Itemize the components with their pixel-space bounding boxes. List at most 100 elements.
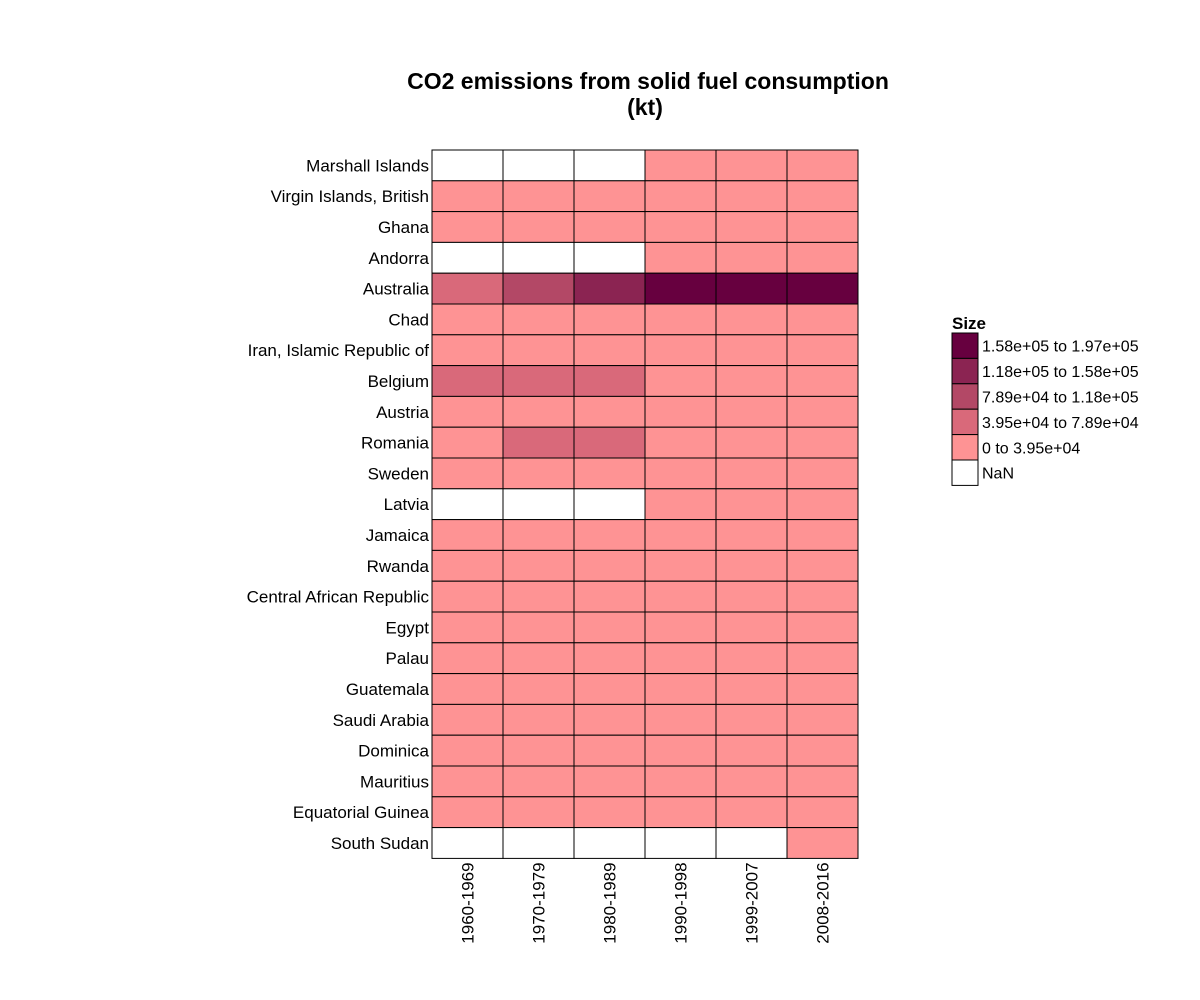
heatmap-cell	[573, 426, 646, 459]
heatmap-cell	[573, 519, 646, 551]
heatmap-cell	[786, 642, 859, 675]
heatmap-cell	[502, 673, 575, 705]
heatmap-cell	[786, 827, 859, 859]
heatmap-cell	[431, 334, 504, 367]
column-label: 1980-1989	[601, 862, 620, 943]
heatmap-cell	[786, 734, 859, 767]
heatmap-cell	[573, 334, 646, 367]
heatmap-cell	[573, 642, 646, 675]
row-label: Rwanda	[367, 557, 430, 576]
legend-label: 1.18e+05 to 1.58e+05	[982, 364, 1139, 381]
heatmap-cell	[431, 765, 504, 798]
heatmap-cell	[431, 180, 504, 213]
heatmap-cell	[573, 765, 646, 798]
heatmap-cell	[573, 827, 646, 859]
legend-swatch	[951, 383, 979, 410]
heatmap-cell	[502, 365, 575, 397]
heatmap-cell	[715, 796, 788, 829]
heatmap-cell	[715, 180, 788, 213]
row-label: Ghana	[378, 218, 430, 237]
column-label: 1970-1979	[530, 862, 549, 943]
heatmap-cell	[644, 303, 717, 336]
heatmap-cell	[715, 457, 788, 490]
row-label: Andorra	[369, 249, 430, 268]
heatmap-cell	[715, 580, 788, 613]
heatmap-cell	[644, 241, 717, 274]
heatmap-cell	[502, 765, 575, 798]
heatmap-cell	[502, 426, 575, 459]
heatmap-cell	[431, 241, 504, 274]
heatmap-cell	[644, 426, 717, 459]
heatmap-cell	[644, 149, 717, 182]
heatmap-cell	[715, 395, 788, 428]
heatmap-cell	[715, 519, 788, 551]
row-label: Romania	[361, 434, 430, 453]
column-label: 1990-1998	[672, 862, 691, 943]
heatmap-cell	[502, 272, 575, 305]
row-label: Egypt	[386, 618, 430, 637]
heatmap-cell	[502, 180, 575, 213]
heatmap-cell	[573, 272, 646, 305]
row-label: Dominica	[358, 742, 429, 761]
legend-label: 1.58e+05 to 1.97e+05	[982, 339, 1139, 356]
heatmap-cell	[715, 303, 788, 336]
heatmap-cell	[573, 488, 646, 521]
heatmap-cell	[502, 303, 575, 336]
heatmap-cell	[786, 303, 859, 336]
row-label: Iran, Islamic Republic of	[248, 341, 430, 360]
heatmap-cell	[786, 395, 859, 428]
heatmap-cell	[786, 580, 859, 613]
heatmap-cell	[502, 734, 575, 767]
legend-swatch	[951, 408, 979, 436]
column-label: 1960-1969	[459, 862, 478, 943]
heatmap-cell	[715, 334, 788, 367]
legend-swatch	[951, 434, 979, 461]
heatmap-cell	[431, 211, 504, 243]
heatmap-cell	[715, 827, 788, 859]
heatmap-cell	[715, 611, 788, 644]
legend: Size 1.58e+05 to 1.97e+05 1.18e+05 to 1.5…	[951, 314, 1139, 486]
heatmap-cell	[715, 488, 788, 521]
heatmap-cell	[786, 549, 859, 582]
heatmap-cell	[644, 519, 717, 551]
legend-swatch	[951, 459, 979, 486]
heatmap-cells	[431, 149, 859, 859]
heatmap-cell	[502, 334, 575, 367]
heatmap-cell	[431, 488, 504, 521]
column-label: 1999-2007	[743, 862, 762, 943]
heatmap-cell	[431, 703, 504, 736]
heatmap-cell	[431, 303, 504, 336]
heatmap-cell	[786, 519, 859, 551]
heatmap-cell	[786, 241, 859, 274]
heatmap-cell	[786, 796, 859, 829]
heatmap-cell	[644, 796, 717, 829]
heatmap-cell	[573, 303, 646, 336]
row-label: Australia	[363, 280, 430, 299]
heatmap-cell	[573, 365, 646, 397]
heatmap-cell	[573, 149, 646, 182]
heatmap-cell	[431, 827, 504, 859]
heatmap-cell	[573, 611, 646, 644]
heatmap-cell	[786, 334, 859, 367]
row-label: Mauritius	[360, 772, 429, 791]
heatmap-cell	[786, 211, 859, 243]
heatmap-cell	[644, 703, 717, 736]
heatmap-cell	[644, 549, 717, 582]
heatmap-cell	[644, 765, 717, 798]
legend-label: 0 to 3.95e+04	[982, 440, 1080, 457]
heatmap-cell	[786, 365, 859, 397]
heatmap-cell	[431, 365, 504, 397]
heatmap-cell	[715, 241, 788, 274]
heatmap-cell	[431, 580, 504, 613]
column-label: 2008-2016	[814, 862, 833, 943]
heatmap-cell	[431, 642, 504, 675]
heatmap-cell	[431, 734, 504, 767]
heatmap-cell	[715, 734, 788, 767]
heatmap-cell	[573, 703, 646, 736]
legend-title: Size	[952, 314, 986, 333]
heatmap-cell	[502, 796, 575, 829]
heatmap-cell	[502, 642, 575, 675]
heatmap-cell	[573, 457, 646, 490]
heatmap-cell	[644, 488, 717, 521]
